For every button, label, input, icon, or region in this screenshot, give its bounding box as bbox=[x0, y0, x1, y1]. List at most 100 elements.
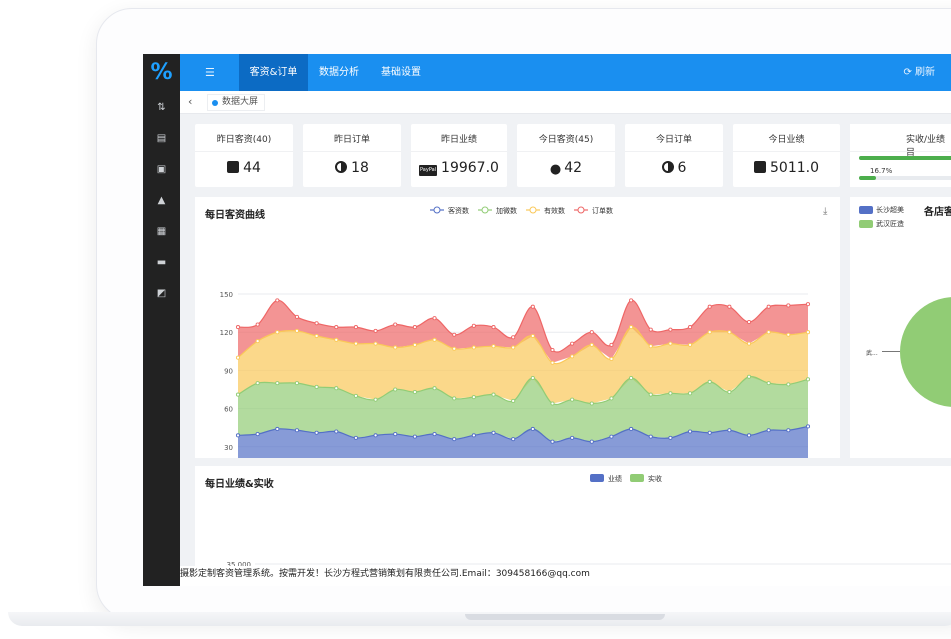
data-point bbox=[432, 316, 437, 321]
data-point bbox=[550, 360, 555, 365]
divider bbox=[733, 151, 840, 152]
data-point bbox=[314, 321, 319, 326]
y-tick-label: 150 bbox=[220, 291, 233, 299]
area-2 bbox=[238, 376, 808, 442]
wechat-icon: ● bbox=[549, 162, 562, 177]
stat-card-today-leads: 今日客资(45) ● 42 bbox=[517, 124, 615, 187]
book-icon[interactable]: ▬ bbox=[156, 256, 167, 268]
area-3 bbox=[238, 326, 808, 404]
stat-title: 今日客资(45) bbox=[538, 135, 594, 145]
stat-value-row: 6 bbox=[625, 160, 723, 176]
legend-swatch bbox=[590, 474, 604, 482]
data-point bbox=[589, 439, 594, 444]
data-point bbox=[589, 330, 594, 335]
data-point bbox=[334, 386, 339, 391]
data-point bbox=[235, 433, 241, 438]
top-nav: ☰ 客资&订单 数据分析 基础设置 ⟳ 刷新 bbox=[180, 54, 951, 91]
breadcrumb-bar: ‹ 数据大屏 bbox=[180, 91, 951, 114]
document-icon[interactable]: ▤ bbox=[156, 132, 167, 144]
edit-icon[interactable]: ◩ bbox=[156, 287, 167, 299]
app-screen: % ⇅ ▤ ▣ ▲ ▦ ▬ ◩ ☰ 客资&订单 数据分析 基础设置 ⟳ 刷新 ‹… bbox=[143, 54, 951, 586]
data-point bbox=[373, 397, 378, 402]
data-point bbox=[471, 433, 476, 438]
data-point bbox=[805, 302, 811, 307]
progress-card: 实收/业绩目 16.7% bbox=[850, 124, 951, 187]
breadcrumb-label: 数据大屏 bbox=[222, 97, 259, 107]
refresh-label: 刷新 bbox=[915, 67, 935, 78]
logo-icon[interactable]: % bbox=[150, 60, 173, 85]
store-pie-panel: 长沙超美 武汉匠造 各店客 武... bbox=[850, 197, 951, 458]
data-point bbox=[668, 341, 673, 346]
data-point bbox=[511, 335, 516, 340]
data-point bbox=[314, 333, 319, 339]
data-point bbox=[550, 401, 555, 406]
pie-slice[interactable] bbox=[900, 297, 951, 407]
legend-label[interactable]: 武汉匠造 bbox=[876, 220, 904, 228]
data-point bbox=[629, 298, 634, 303]
data-point bbox=[570, 397, 575, 402]
stat-value-row: PayPal 19967.0 bbox=[411, 160, 507, 176]
bell-icon[interactable]: ▲ bbox=[157, 194, 166, 206]
data-point bbox=[275, 330, 280, 335]
legend-label[interactable]: 长沙超美 bbox=[876, 206, 904, 214]
data-point bbox=[491, 325, 496, 330]
progress-fill-2 bbox=[859, 176, 876, 180]
stat-value: 5011.0 bbox=[770, 160, 819, 176]
data-point bbox=[275, 426, 280, 432]
data-point bbox=[452, 396, 457, 401]
data-point bbox=[334, 337, 339, 342]
data-point bbox=[235, 392, 241, 397]
download-icon[interactable]: ⤓ bbox=[823, 206, 828, 217]
refresh-button[interactable]: ⟳ 刷新 bbox=[903, 54, 935, 91]
data-point bbox=[530, 426, 535, 432]
data-point bbox=[373, 341, 378, 346]
data-point bbox=[805, 330, 811, 335]
back-icon[interactable]: ‹ bbox=[188, 95, 193, 108]
data-point bbox=[393, 345, 398, 350]
calendar-icon[interactable]: ▦ bbox=[156, 225, 167, 237]
legend-swatch-1 bbox=[859, 206, 873, 214]
data-point bbox=[294, 314, 300, 319]
menu-toggle-icon[interactable]: ☰ bbox=[205, 66, 215, 79]
stat-card-today-orders: 今日订单 6 bbox=[625, 124, 723, 187]
breadcrumb-tab[interactable]: 数据大屏 bbox=[207, 94, 266, 111]
stat-value: 42 bbox=[564, 160, 583, 176]
sidebar: % ⇅ ▤ ▣ ▲ ▦ ▬ ◩ bbox=[143, 54, 180, 586]
data-point bbox=[570, 341, 575, 346]
area-4 bbox=[238, 300, 808, 363]
sort-icon[interactable]: ⇅ bbox=[157, 101, 166, 113]
data-point bbox=[255, 432, 260, 437]
pie-label-line bbox=[882, 351, 900, 352]
legend-marker bbox=[529, 206, 537, 214]
data-point bbox=[452, 346, 457, 351]
legend-swatch-2 bbox=[859, 220, 873, 228]
data-point bbox=[412, 434, 417, 439]
stat-value: 19967.0 bbox=[441, 160, 499, 176]
data-point bbox=[314, 430, 319, 435]
y-tick-label: 30 bbox=[224, 444, 233, 452]
data-point bbox=[550, 347, 555, 353]
legend-marker bbox=[577, 206, 585, 214]
data-point bbox=[570, 435, 575, 440]
stat-value: 18 bbox=[351, 160, 369, 176]
chart-title: 各店客 bbox=[924, 207, 951, 218]
tab-basic-settings[interactable]: 基础设置 bbox=[381, 67, 421, 78]
data-point bbox=[294, 328, 300, 333]
tab-leads-orders[interactable]: 客资&订单 bbox=[239, 54, 308, 91]
leads-area-chart: 03060901201502025/04/012025/04/042025/04… bbox=[220, 206, 811, 458]
data-point bbox=[766, 428, 771, 433]
daily-leads-panel: 每日客资曲线 ⤓ 03060901201502025/04/012025/04/… bbox=[195, 197, 840, 458]
legend-label: 业绩 bbox=[608, 474, 622, 483]
data-point bbox=[452, 332, 457, 337]
tab-data-analysis[interactable]: 数据分析 bbox=[319, 67, 359, 78]
stat-value-row: 18 bbox=[303, 160, 401, 176]
data-point bbox=[746, 374, 752, 379]
data-point bbox=[629, 426, 634, 432]
stat-card-yesterday-sales: 昨日业绩 PayPal 19967.0 bbox=[411, 124, 507, 187]
id-card-icon[interactable]: ▣ bbox=[156, 163, 167, 175]
data-point bbox=[471, 395, 476, 400]
stat-value-row: 44 bbox=[195, 160, 293, 176]
data-point bbox=[471, 323, 476, 328]
divider bbox=[303, 151, 401, 152]
data-point bbox=[746, 341, 752, 346]
